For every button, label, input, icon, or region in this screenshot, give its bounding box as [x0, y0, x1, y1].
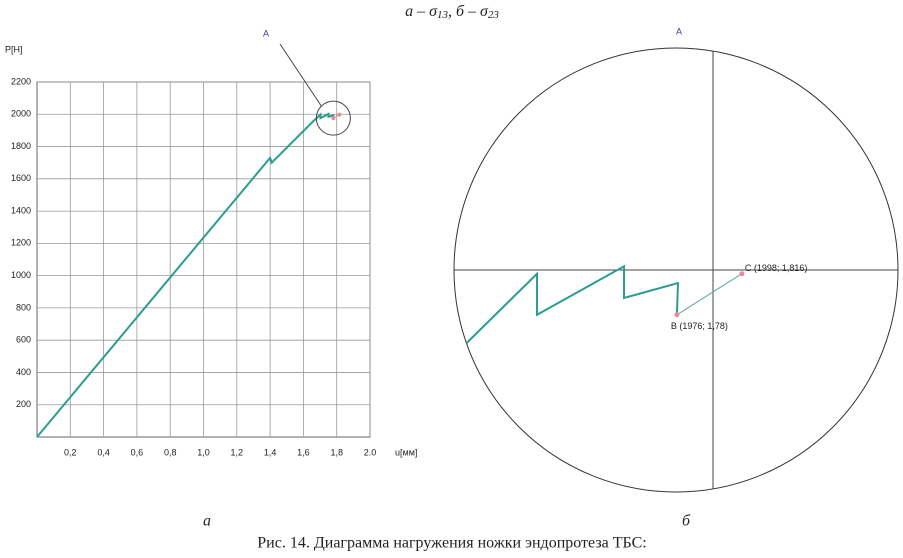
panel-label: б	[682, 513, 691, 530]
caption-part: , б – σ	[448, 3, 489, 20]
x-tick-label: 1,0	[197, 447, 210, 457]
y-tick-label: 1000	[11, 270, 31, 280]
x-axis-label: u[мм]	[395, 447, 417, 457]
point-label: C (1998; 1,816)	[745, 263, 808, 273]
data-line	[464, 264, 680, 346]
caption-top: а – σ13, б – σ23	[405, 3, 499, 21]
x-tick-label: 2.0	[364, 447, 377, 457]
y-tick-label: 2000	[11, 109, 31, 119]
x-tick-label: 1,2	[231, 447, 244, 457]
x-tick-label: 0,6	[131, 447, 144, 457]
panel-label: а	[203, 513, 211, 530]
x-tick-label: 1,6	[297, 447, 310, 457]
y-tick-label: 1600	[11, 173, 31, 183]
zoom-title: A	[676, 26, 682, 36]
point-label: B (1976; 1,78)	[671, 321, 728, 331]
point	[337, 112, 342, 117]
x-tick-label: 1,8	[330, 447, 343, 457]
caption-sub: 23	[488, 9, 500, 21]
leader-line	[279, 43, 322, 107]
x-tick-label: 0,2	[64, 447, 77, 457]
y-tick-label: 1200	[11, 238, 31, 248]
y-tick-label: 600	[16, 335, 31, 345]
zoom-marker	[315, 100, 351, 136]
y-tick-label: 2200	[11, 76, 31, 86]
x-tick-label: 0,4	[97, 447, 110, 457]
point	[739, 271, 745, 277]
y-tick-label: 1800	[11, 141, 31, 151]
x-tick-label: 0,8	[164, 447, 177, 457]
point	[331, 116, 336, 121]
caption: Рис. 14. Диаграмма нагружения ножки эндо…	[257, 535, 646, 552]
data-line	[36, 112, 335, 438]
data-line	[676, 273, 743, 316]
x-tick-label: 1,4	[264, 447, 277, 457]
caption-sub: 13	[437, 9, 449, 21]
y-tick-label: 800	[16, 302, 31, 312]
y-tick-label: 200	[16, 399, 31, 409]
zoom-area	[454, 48, 898, 492]
caption-part: а – σ	[405, 3, 438, 20]
y-axis-label: P[H]	[5, 44, 23, 54]
point	[674, 312, 680, 318]
y-tick-label: 400	[16, 367, 31, 377]
y-tick-label: 1400	[11, 205, 31, 215]
annotation: A	[263, 28, 269, 38]
